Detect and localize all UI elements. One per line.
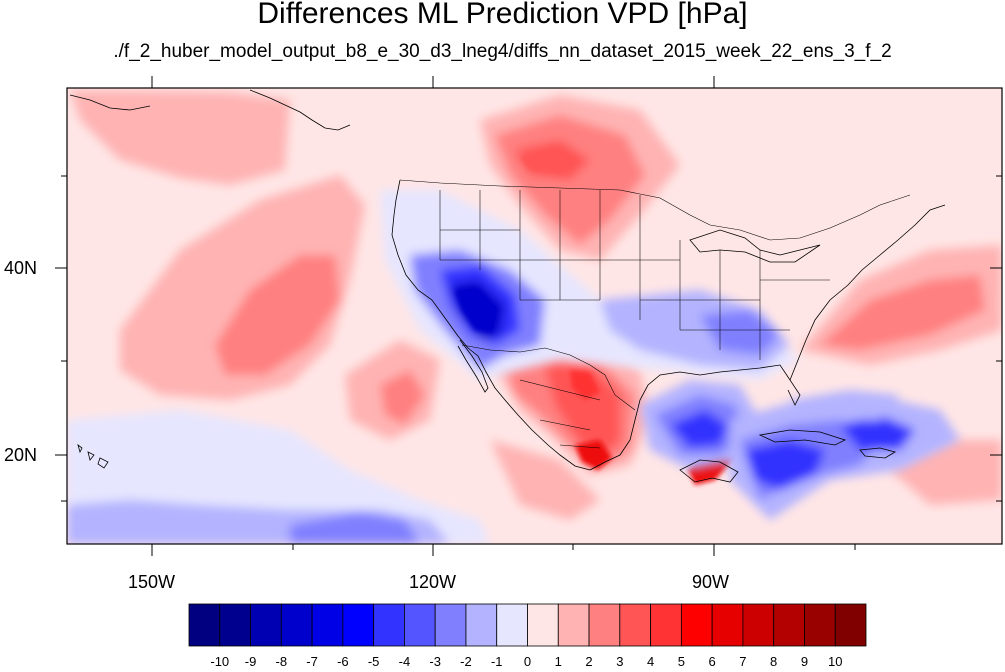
lat-label-40n: 40N — [4, 258, 38, 278]
colorbar-boxes — [188, 603, 867, 647]
colorbar-box — [496, 603, 528, 647]
colorbar-tick-label: -1 — [490, 654, 503, 669]
colorbar-box — [434, 603, 467, 647]
positive-anomalies — [70, 90, 1002, 520]
hispaniola — [859, 447, 897, 459]
pos-region-central-pacific-core — [215, 255, 340, 375]
colorbar-box — [711, 603, 744, 647]
hawaii-2 — [87, 451, 95, 461]
lon-label-150w: 150W — [128, 572, 176, 592]
colorbar-tick-label: 3 — [616, 654, 624, 669]
colorbar-box — [650, 603, 682, 647]
colorbar-box — [773, 603, 805, 647]
pacific-coast-north-america — [391, 179, 591, 471]
cuba — [758, 429, 847, 446]
colorbar-box — [804, 603, 836, 647]
us-state-lines-west — [439, 190, 601, 301]
pos-region-atlantic-core — [820, 275, 985, 350]
colorbar-tick-label: -3 — [429, 654, 441, 669]
colorbar-box — [557, 603, 590, 647]
pos-region-mexico-core — [545, 365, 620, 460]
neg-region-caribbean-deep — [745, 440, 825, 490]
yucatan — [679, 459, 739, 483]
colorbar-tick-label: -2 — [460, 654, 472, 669]
colorbar-box — [342, 603, 375, 647]
lat-label-20n: 20N — [4, 445, 38, 465]
colorbar-tick-label: 10 — [827, 654, 843, 669]
gulf-coast — [589, 364, 801, 471]
colorbar-tick-label: -10 — [210, 654, 230, 669]
neg-region-gulf-deep — [670, 410, 728, 448]
colorbar-box — [527, 603, 559, 647]
colorbar-tick-label: 8 — [770, 654, 778, 669]
plot-subtitle: ./f_2_huber_model_output_b8_e_30_d3_lneg… — [113, 41, 892, 62]
neg-region-bahamas — [790, 390, 900, 420]
aleutian-coast — [69, 94, 151, 111]
hawaii-1 — [77, 443, 83, 454]
coastlines — [69, 89, 946, 483]
colorbar-tick-label: 2 — [585, 654, 593, 669]
colorbar-box — [834, 603, 867, 647]
colorbar-box — [465, 603, 498, 647]
colorbar-tick-label: 9 — [800, 654, 809, 669]
colorbar-box — [680, 603, 713, 647]
us-mexico-border — [461, 344, 636, 411]
colorbar-box — [219, 603, 251, 647]
vpd-difference-field — [67, 88, 1002, 544]
neg-region-pacific-south-deep — [290, 512, 420, 544]
pos-peak-mexico-north — [570, 370, 600, 400]
colorbar-tick-label: -6 — [337, 654, 349, 669]
map-border — [66, 87, 1003, 545]
colorbar-tick-label: 0 — [523, 654, 532, 669]
plot-title: Differences ML Prediction VPD [hPa] — [257, 0, 748, 30]
baja-california — [457, 339, 489, 393]
colorbar-tick-label: 6 — [708, 654, 716, 669]
colorbar-box — [588, 603, 621, 647]
pos-region-nw-pacific — [70, 90, 290, 185]
map-ticks — [55, 76, 1002, 556]
colorbar-tick-label: -4 — [398, 654, 411, 669]
pos-region-hawaii-east-core — [380, 370, 425, 425]
lon-label-90w: 90W — [692, 572, 730, 592]
hawaii-3 — [97, 457, 109, 469]
atlantic-coast — [789, 204, 946, 381]
colorbar-tick-label: -9 — [244, 654, 257, 669]
colorbar-tick-label: 7 — [739, 654, 747, 669]
negative-anomaly-peaks — [455, 288, 498, 332]
colorbar-tick-label: -7 — [306, 654, 318, 669]
alaska-panhandle — [249, 89, 351, 131]
mexico-state-lines — [519, 379, 601, 449]
colorbar-box — [280, 603, 313, 647]
colorbar-box — [404, 603, 436, 647]
colorbar-box — [742, 603, 775, 647]
colorbar-tick-label: 5 — [677, 654, 685, 669]
colorbar-tick-label: 4 — [646, 654, 655, 669]
colorbar-box — [619, 603, 651, 647]
pos-region-baja-tail — [490, 440, 600, 520]
colorbar-tick-label: 1 — [554, 654, 562, 669]
lon-label-120w: 120W — [409, 572, 457, 592]
political-borders — [399, 179, 911, 449]
colorbar-tick-label: -8 — [275, 654, 288, 669]
neg-region-caribbean-east — [840, 415, 915, 450]
us-canada-border — [399, 179, 911, 241]
colorbar-box — [250, 603, 282, 647]
colorbar-box — [373, 603, 405, 647]
pos-peak-canada — [520, 148, 578, 172]
colorbar-tick-label: -5 — [367, 654, 380, 669]
colorbar-box — [188, 603, 221, 647]
neg-peak-california — [455, 288, 498, 332]
pos-peak-mexico — [575, 440, 612, 470]
us-state-lines-east — [600, 195, 830, 360]
colorbar-box — [311, 603, 344, 647]
